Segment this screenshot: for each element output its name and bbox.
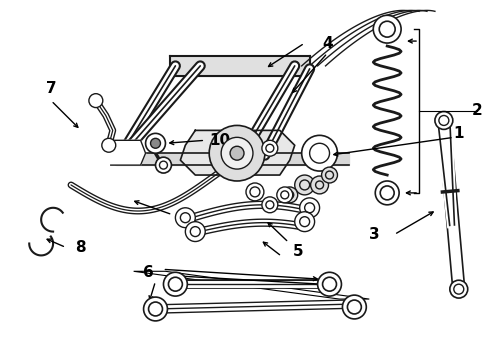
Text: 5: 5 [293,244,303,259]
Circle shape [302,135,338,171]
Circle shape [294,175,315,195]
Text: 1: 1 [454,126,464,141]
Circle shape [277,187,293,203]
Text: 3: 3 [369,227,380,242]
Text: 9: 9 [180,210,191,225]
Circle shape [230,146,244,160]
Circle shape [375,181,399,205]
Circle shape [373,15,401,43]
Circle shape [450,280,468,298]
Circle shape [294,212,315,231]
Polygon shape [180,130,294,175]
Circle shape [150,138,161,148]
Text: 8: 8 [75,240,86,255]
Circle shape [175,208,196,228]
Polygon shape [111,140,146,165]
Circle shape [89,94,103,108]
Circle shape [262,140,278,156]
Circle shape [185,222,205,242]
Circle shape [155,157,172,173]
Circle shape [282,187,298,203]
Circle shape [146,133,166,153]
Circle shape [262,197,278,213]
Circle shape [246,183,264,201]
Text: 4: 4 [322,36,333,50]
Text: 6: 6 [143,265,154,280]
Circle shape [209,125,265,181]
Text: 2: 2 [471,103,482,118]
Polygon shape [116,153,349,165]
Circle shape [144,297,168,321]
Text: 7: 7 [46,81,56,96]
Circle shape [164,272,187,296]
Circle shape [102,138,116,152]
Text: 10: 10 [210,133,231,148]
Circle shape [300,198,319,218]
Circle shape [343,295,367,319]
Circle shape [311,176,328,194]
Circle shape [221,137,253,169]
Circle shape [318,272,342,296]
Circle shape [435,112,453,129]
Polygon shape [171,56,310,76]
Circle shape [321,167,338,183]
